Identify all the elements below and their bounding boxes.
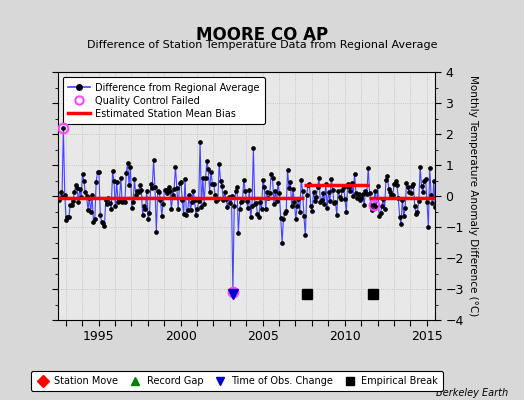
Legend: Difference from Regional Average, Quality Control Failed, Estimated Station Mean: Difference from Regional Average, Qualit… [62,77,265,124]
Text: Difference of Station Temperature Data from Regional Average: Difference of Station Temperature Data f… [87,40,437,50]
Legend: Station Move, Record Gap, Time of Obs. Change, Empirical Break: Station Move, Record Gap, Time of Obs. C… [31,372,443,391]
Text: MOORE CO AP: MOORE CO AP [196,26,328,44]
Y-axis label: Monthly Temperature Anomaly Difference (°C): Monthly Temperature Anomaly Difference (… [467,75,477,317]
Text: Berkeley Earth: Berkeley Earth [436,388,508,398]
